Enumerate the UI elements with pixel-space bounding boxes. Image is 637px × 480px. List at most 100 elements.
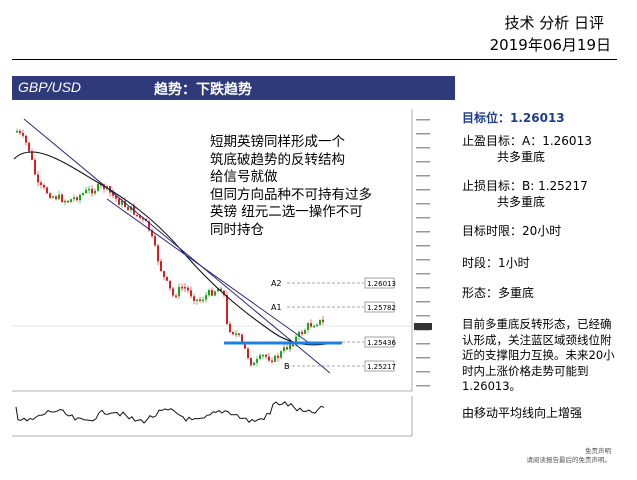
axis-tick — [416, 371, 430, 373]
level-label-a2: A2 — [271, 279, 282, 288]
level-value-a2: 1.26013 — [367, 280, 396, 288]
axis-tick — [416, 357, 430, 359]
candle-body — [124, 200, 126, 207]
report-date: 2019年06月19日 — [489, 36, 611, 54]
axis-tick — [416, 189, 430, 191]
moving-average-line — [13, 151, 328, 346]
stop-loss-note: 共多重底 — [497, 195, 546, 209]
axis-tick — [416, 231, 430, 233]
candle-body — [31, 151, 33, 160]
candle-body — [202, 299, 204, 302]
take-profit: 止盈目标：A：1.26013 — [462, 134, 592, 148]
candle-body — [208, 290, 210, 296]
candle-body — [238, 333, 240, 336]
currency-pair: GBP/USD — [18, 79, 82, 95]
candle-body — [73, 197, 75, 200]
level-label-a1: A1 — [271, 303, 282, 312]
stop-loss: 止损目标：B: 1.25217 — [462, 179, 588, 193]
candle-body — [256, 359, 258, 363]
candle-body — [118, 198, 120, 205]
candle-body — [316, 324, 318, 327]
report-title: 技术 分析 日评 — [504, 14, 604, 32]
candle-body — [115, 195, 117, 199]
candle-body — [187, 287, 189, 291]
moving-average-note: 由移动平均线向上增强 — [462, 406, 583, 420]
axis-tick — [416, 273, 430, 275]
candle-body — [97, 183, 99, 191]
candle-body — [184, 286, 186, 289]
candle-body — [88, 188, 90, 191]
candle-body — [43, 184, 45, 188]
candle-body — [301, 331, 303, 334]
axis-tick — [416, 385, 430, 387]
candle-body — [37, 174, 39, 183]
candle-body — [148, 221, 150, 231]
trend-line-upper — [23, 118, 331, 374]
candle-body — [127, 206, 129, 211]
annotation-line: 给信号就做 — [210, 169, 278, 185]
axis-tick — [416, 175, 430, 177]
info-panel: 目标位：1.26013 止盈目标：A：1.26013 共多重底 止损目标：B: … — [455, 101, 625, 446]
candle-body — [25, 135, 27, 143]
oscillator-line — [15, 401, 325, 424]
candle-body — [157, 245, 159, 262]
candle-body — [112, 192, 114, 196]
annotation-line: 筑底破趋势的反转结构 — [210, 151, 345, 168]
candle-body — [232, 331, 234, 335]
candle-body — [178, 286, 180, 297]
candle-body — [121, 200, 123, 205]
candle-body — [226, 295, 228, 324]
candle-body — [259, 355, 261, 360]
trend-label: 趋势：下跌趋势 — [154, 82, 252, 98]
candle-body — [61, 194, 63, 203]
price-chart: A2 A1 B 1.26013 1.25782 1.25436 1.25217 — [12, 101, 455, 446]
candle-body — [283, 347, 285, 352]
candle-body — [241, 334, 243, 343]
candle-body — [268, 356, 270, 361]
level-value-a1: 1.25782 — [367, 304, 396, 312]
axis-tick — [416, 119, 430, 121]
candle-body — [28, 142, 30, 152]
candle-body — [310, 323, 312, 327]
candle-body — [91, 188, 93, 194]
axis-tick — [416, 133, 430, 135]
level-value-b: 1.25217 — [367, 363, 396, 371]
annotation-line: 英镑 纽元二选一操作不可 — [210, 204, 363, 220]
candle-body — [16, 130, 18, 133]
candle-body — [172, 288, 174, 296]
axis-tick — [416, 315, 430, 317]
axis-tick — [416, 301, 430, 303]
candle-body — [319, 319, 321, 325]
axis-tick — [416, 161, 430, 163]
candle-body — [286, 347, 288, 350]
candle-body — [205, 295, 207, 300]
pattern: 形态：多重底 — [462, 286, 535, 300]
candle-body — [292, 344, 294, 347]
analysis-annotation: 短期英镑同样形成一个 筑底破趋势的反转结构 给信号就做 但同方向品种不可持有过多… — [210, 134, 405, 239]
trend-line-lower — [106, 198, 313, 346]
candle-body — [40, 182, 42, 185]
candle-body — [274, 355, 276, 362]
candle-body — [58, 194, 60, 200]
candle-body — [136, 214, 138, 217]
candle-body — [193, 296, 195, 301]
candle-body — [151, 230, 153, 237]
level-value-current: 1.25436 — [367, 339, 396, 347]
axis-tick — [416, 343, 430, 345]
header-divider — [12, 59, 617, 60]
candle-body — [190, 290, 192, 297]
axis-tick — [416, 245, 430, 247]
candle-body — [235, 333, 237, 336]
candle-body — [166, 276, 168, 281]
candle-body — [22, 133, 24, 136]
candle-body — [307, 323, 309, 330]
target-level: 目标位：1.26013 — [462, 111, 565, 125]
axis-tick — [416, 217, 430, 219]
candle-body — [94, 190, 96, 194]
annotation-line: 同时持仓 — [210, 221, 264, 238]
candle-body — [85, 189, 87, 194]
candle-body — [289, 344, 291, 350]
candle-body — [244, 342, 246, 349]
disclaimer-text: 请阅读报告最后的免责声明。 — [526, 456, 612, 464]
candle-body — [214, 291, 216, 296]
